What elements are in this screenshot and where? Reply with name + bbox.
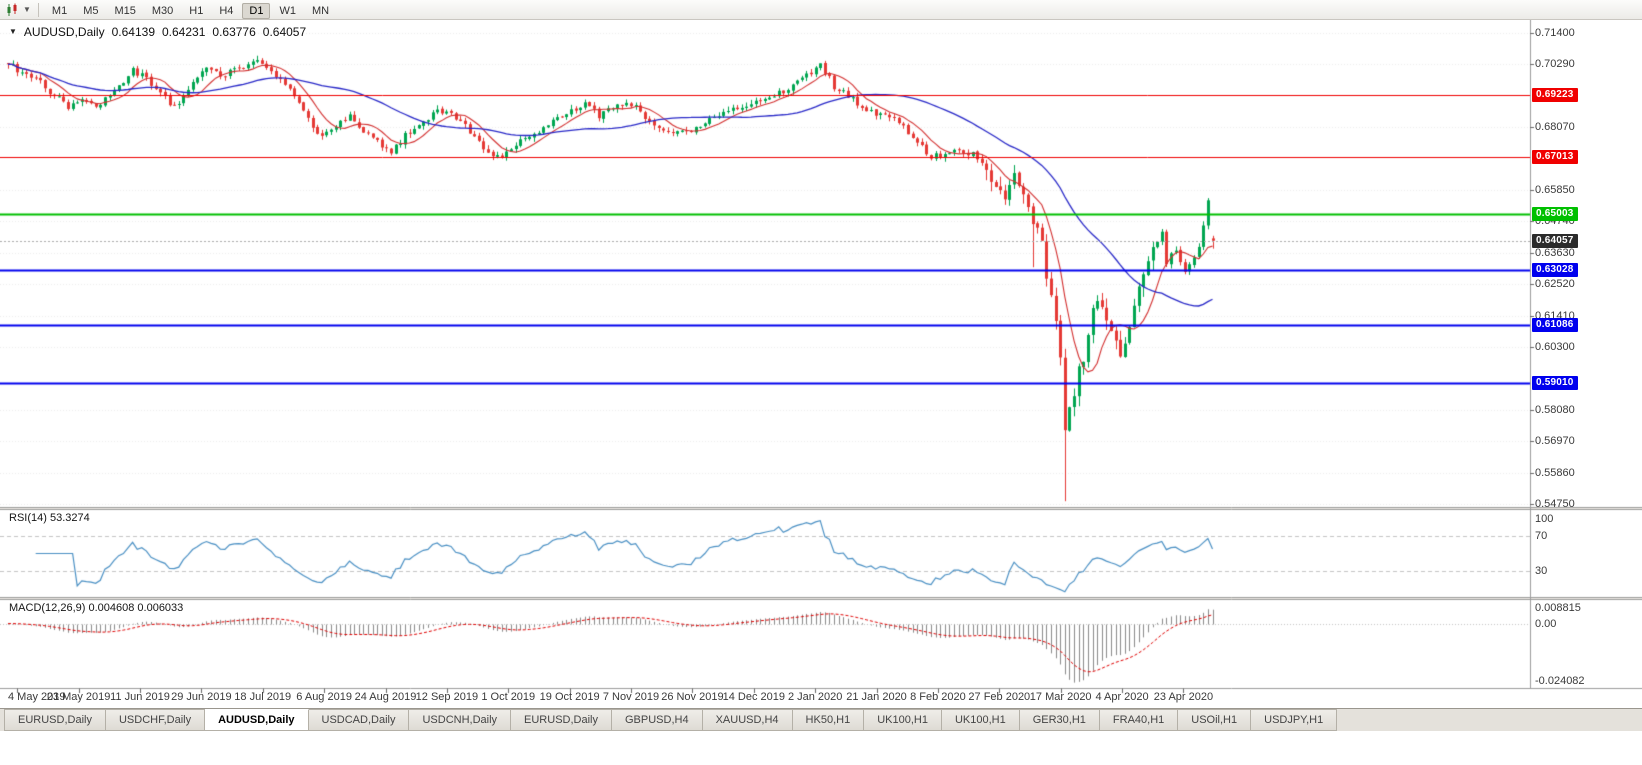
toolbar-separator: [37, 2, 39, 17]
timeframe-button-group: M1 M5 M15 M30 H1 H4 D1 W1 MN: [44, 1, 337, 19]
timeframe-button-m1[interactable]: M1: [51, 4, 68, 17]
chart-tab-hk50-h1[interactable]: HK50,H1: [792, 709, 865, 731]
chart-symbol-label: AUDUSD,Daily: [23, 25, 105, 39]
timeframe-button-m15[interactable]: M15: [114, 4, 136, 17]
timeframe-button-d1[interactable]: D1: [242, 2, 271, 19]
candlestick-icon-glyph: [7, 3, 17, 16]
timeframe-button-m30[interactable]: M30: [151, 4, 174, 17]
macd-indicator-label: MACD(12,26,9) 0.004608 0.006033: [9, 602, 184, 614]
chart-tabs-bar: EURUSD,Daily USDCHF,Daily AUDUSD,Daily USDC…: [0, 708, 1642, 731]
chart-menu-icon[interactable]: ▼: [9, 27, 17, 36]
chart-tab-eurusd-daily[interactable]: EURUSD,Daily: [4, 709, 106, 731]
chart-tab-usdjpy-h1[interactable]: USDJPY,H1: [1251, 709, 1338, 731]
chart-tab-audusd-daily[interactable]: AUDUSD,Daily: [205, 709, 309, 731]
chart-tab-usdchf-daily[interactable]: USDCHF,Daily: [105, 709, 206, 731]
chart-title: ▼ AUDUSD,Daily 0.64139 0.64231 0.63776 0…: [9, 25, 306, 39]
chart-tab-uk100-h1[interactable]: UK100,H1: [864, 709, 942, 731]
chart-tab-usdcad-daily[interactable]: USDCAD,Daily: [308, 709, 410, 731]
ohlc-low: 0.63776: [212, 25, 256, 39]
timeframe-button-w1[interactable]: W1: [279, 4, 296, 17]
rsi-indicator-label: RSI(14) 53.3274: [9, 512, 90, 524]
ohlc-high: 0.64231: [162, 25, 206, 39]
timeframe-toolbar: ▼ M1 M5 M15 M30 H1 H4 D1 W1 MN: [0, 0, 1642, 20]
timeframe-button-mn[interactable]: MN: [311, 4, 330, 17]
chart-tab-gbpusd-h4[interactable]: GBPUSD,H4: [612, 709, 703, 731]
chart-type-dropdown-icon[interactable]: ▼: [23, 5, 31, 14]
chart-tab-eurusd-daily[interactable]: EURUSD,Daily: [511, 709, 612, 731]
ohlc-open: 0.64139: [111, 25, 155, 39]
chart-tab-uk100-h1[interactable]: UK100,H1: [941, 709, 1020, 731]
chart-tab-ger30-h1[interactable]: GER30,H1: [1019, 709, 1100, 731]
chart-tab-fra40-h1[interactable]: FRA40,H1: [1099, 709, 1179, 731]
chart-tab-usdcnh-daily[interactable]: USDCNH,Daily: [409, 709, 512, 731]
price-chart-canvas[interactable]: [0, 20, 1642, 708]
timeframe-button-h1[interactable]: H1: [189, 4, 204, 17]
timeframe-button-m5[interactable]: M5: [83, 4, 99, 17]
chart-tab-xauusd-h4[interactable]: XAUUSD,H4: [702, 709, 793, 731]
chart-type-icon[interactable]: [5, 3, 21, 17]
timeframe-button-h4[interactable]: H4: [219, 4, 234, 17]
chart-tab-usoil-h1[interactable]: USOil,H1: [1178, 709, 1252, 731]
ohlc-close: 0.64057: [262, 25, 307, 39]
